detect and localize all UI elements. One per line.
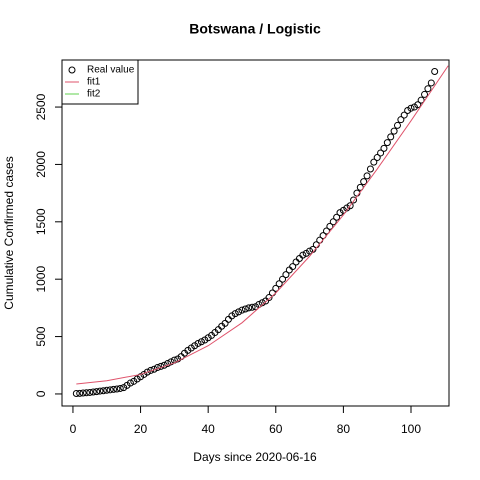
y-tick-label: 2500: [34, 93, 48, 120]
data-point: [224, 315, 232, 323]
data-point: [333, 213, 341, 221]
data-point: [322, 227, 330, 235]
data-point: [373, 154, 381, 162]
data-point: [282, 271, 290, 279]
data-point: [279, 275, 287, 283]
data-point: [221, 319, 229, 327]
data-point: [143, 368, 151, 376]
x-axis-label: Days since 2020-06-16: [193, 450, 317, 464]
data-point: [96, 387, 104, 395]
data-point: [197, 338, 205, 346]
data-point: [272, 284, 280, 292]
y-tick-label: 1000: [34, 266, 48, 293]
data-point: [329, 218, 337, 226]
data-point: [275, 280, 283, 288]
data-point: [417, 96, 425, 104]
data-point: [248, 303, 256, 311]
data-point: [164, 360, 172, 368]
data-point: [306, 247, 314, 255]
data-point: [360, 178, 368, 186]
data-point: [113, 385, 121, 393]
data-point: [231, 310, 239, 318]
y-tick-label: 500: [34, 326, 48, 346]
legend-label: Real value: [87, 65, 135, 76]
data-point: [346, 202, 354, 210]
data-point: [393, 121, 401, 129]
x-tick-label: 20: [134, 422, 148, 436]
data-point: [241, 305, 249, 313]
x-tick-label: 100: [401, 422, 421, 436]
data-point: [421, 90, 429, 98]
data-point: [380, 144, 388, 152]
data-point: [289, 263, 297, 271]
x-tick-label: 0: [70, 422, 77, 436]
data-point: [431, 67, 439, 75]
y-axis-label: Cumulative Confirmed cases: [2, 156, 16, 309]
y-tick-label: 2000: [34, 151, 48, 178]
fit-line: [76, 65, 449, 385]
data-point: [238, 306, 246, 314]
legend-label: fit2: [87, 89, 101, 100]
data-point: [235, 308, 243, 316]
data-point: [427, 79, 435, 87]
data-point: [414, 101, 422, 109]
data-point: [387, 133, 395, 141]
data-point: [79, 389, 87, 397]
data-point: [245, 304, 253, 312]
data-point: [106, 386, 114, 394]
data-point: [400, 111, 408, 119]
data-point: [377, 149, 385, 157]
data-point: [76, 389, 84, 397]
y-tick-label: 0: [34, 390, 48, 397]
x-tick-label: 40: [201, 422, 215, 436]
data-point: [72, 389, 80, 397]
x-tick-label: 60: [269, 422, 283, 436]
data-point: [89, 388, 97, 396]
data-point: [82, 389, 90, 397]
data-point: [424, 85, 432, 93]
x-tick-label: 80: [337, 422, 351, 436]
data-point: [110, 385, 118, 393]
data-point: [265, 294, 273, 302]
data-point: [363, 172, 371, 180]
data-point: [86, 388, 94, 396]
data-point: [167, 358, 175, 366]
legend-label: fit1: [87, 77, 101, 88]
data-point: [397, 116, 405, 124]
data-point: [326, 222, 334, 230]
data-point: [126, 379, 134, 387]
data-point: [292, 258, 300, 266]
data-point: [93, 388, 101, 396]
y-tick-label: 1500: [34, 208, 48, 235]
data-point: [299, 251, 307, 259]
data-point: [103, 386, 111, 394]
legend-symbol: [68, 66, 76, 74]
data-point: [370, 158, 378, 166]
data-point: [383, 139, 391, 147]
data-point: [390, 127, 398, 135]
data-point: [407, 104, 415, 112]
data-point: [366, 165, 374, 173]
data-point: [295, 255, 303, 263]
plot-box: [61, 59, 450, 407]
data-point: [99, 387, 107, 395]
data-point: [285, 266, 293, 274]
data-point: [116, 384, 124, 392]
chart-title: Botswana / Logistic: [189, 21, 321, 37]
data-point: [194, 339, 202, 347]
data-point: [350, 196, 358, 204]
